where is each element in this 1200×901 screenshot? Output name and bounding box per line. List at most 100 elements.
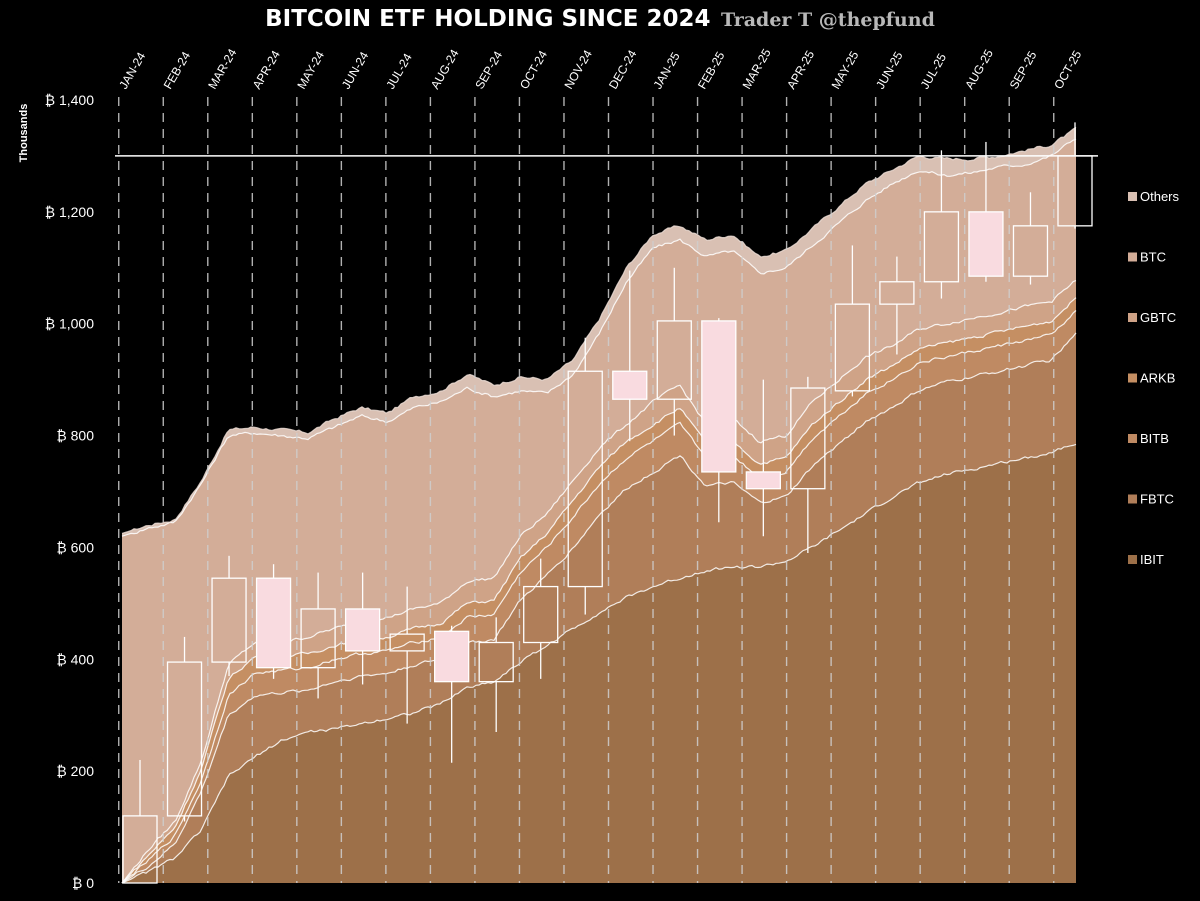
- x-tick-label-jun-24: JUN-24: [339, 49, 372, 92]
- candle-body: [567, 370, 603, 588]
- x-tick-label-mar-25: MAR-25: [740, 46, 774, 91]
- candle-mar-24: [211, 555, 247, 677]
- candle-body: [300, 608, 336, 669]
- candle-jun-25: [879, 256, 915, 355]
- area-layer: [122, 127, 1076, 884]
- candle-body: [879, 281, 915, 305]
- candle-apr-24: [255, 564, 292, 679]
- candle-aug-25: [968, 141, 1004, 282]
- x-tick-label-jun-25: JUN-25: [873, 49, 906, 92]
- legend-label: BTC: [1140, 250, 1166, 265]
- candle-jul-24: [389, 586, 425, 724]
- y-tick-label: ₿ 400: [56, 651, 94, 667]
- candle-body: [166, 661, 203, 817]
- x-tick-label-sep-24: SEP-24: [472, 48, 505, 91]
- legend: Others BTC GBTC ARKB BITB FBTC IBIT: [1128, 189, 1180, 567]
- legend-swatch: [1128, 434, 1137, 443]
- candle-oct-24: [523, 558, 559, 679]
- legend-item-gbtc: GBTC: [1128, 310, 1176, 325]
- x-tick-label-feb-25: FEB-25: [695, 49, 728, 92]
- y-tick-label: ₿ 1,000: [45, 316, 95, 332]
- candle-body: [434, 630, 470, 683]
- x-tick-label-jul-24: JUL-24: [383, 51, 415, 92]
- legend-label: FBTC: [1140, 492, 1174, 507]
- candle-body: [701, 320, 737, 473]
- candle-aug-24: [434, 625, 470, 763]
- x-tick-label-oct-25: OCT-25: [1051, 48, 1084, 92]
- x-tick-label-jan-24: JAN-24: [116, 50, 148, 92]
- legend-item-ibit: IBIT: [1128, 552, 1164, 567]
- legend-item-arkb: ARKB: [1128, 371, 1175, 386]
- candle-dec-24: [612, 270, 648, 442]
- candle-sep-24: [478, 617, 514, 732]
- boundary-line-outer: [121, 126, 1077, 534]
- legend-item-bitb: BITB: [1128, 431, 1169, 446]
- candle-mar-25: [745, 379, 781, 537]
- candle-sep-25: [1012, 192, 1049, 285]
- month-gridlines: [118, 97, 1055, 883]
- y-tick-label: ₿ 800: [56, 428, 94, 444]
- x-axis: JAN-24 FEB-24 MAR-24 APR-24 MAY-24 JUN-24 JUL-…: [116, 46, 1084, 91]
- y-tick-label: ₿ 0: [72, 875, 94, 891]
- candle-body: [612, 370, 648, 400]
- candle-body: [389, 633, 425, 652]
- candle-body: [968, 211, 1004, 277]
- candle-jun-24: [344, 572, 381, 685]
- candle-nov-24: [567, 337, 603, 615]
- candle-body: [923, 211, 960, 283]
- legend-swatch: [1128, 555, 1137, 564]
- y-tick-label: ₿ 1,200: [45, 204, 95, 220]
- x-tick-label-aug-24: AUG-24: [428, 47, 462, 92]
- legend-swatch: [1128, 192, 1137, 201]
- legend-label: BITB: [1140, 431, 1169, 446]
- candle-jan-25: [656, 267, 692, 436]
- x-tick-label-jan-25: JAN-25: [650, 50, 682, 92]
- candle-body: [344, 608, 381, 652]
- x-tick-label-oct-24: OCT-24: [517, 48, 550, 92]
- boundary-line-btc: [121, 138, 1077, 537]
- x-tick-label-may-25: MAY-25: [829, 48, 862, 91]
- x-tick-label-aug-25: AUG-25: [962, 47, 996, 92]
- candlestick-layer: [122, 122, 1093, 884]
- candle-body: [834, 303, 871, 392]
- legend-swatch: [1128, 252, 1137, 262]
- chart-header: BITCOIN ETF HOLDING SINCE 2024 Trader T …: [0, 6, 1200, 32]
- candle-may-24: [300, 572, 336, 699]
- candle-body: [656, 320, 692, 400]
- legend-swatch: [1128, 494, 1137, 504]
- candle-body: [211, 577, 247, 663]
- area-ibit: [122, 444, 1076, 883]
- candle-body: [1012, 225, 1049, 277]
- x-tick-label-apr-25: APR-25: [784, 48, 817, 92]
- x-tick-label-sep-25: SEP-25: [1007, 48, 1040, 91]
- candle-body: [122, 815, 158, 884]
- candle-oct-25: [1057, 122, 1093, 229]
- candle-jan-24: [122, 759, 158, 884]
- x-tick-label-jul-25: JUL-25: [918, 51, 950, 92]
- candle-body: [478, 641, 514, 683]
- legend-item-fbtc: FBTC: [1128, 492, 1174, 507]
- x-tick-label-apr-24: APR-24: [250, 48, 283, 92]
- candle-feb-24: [166, 636, 203, 822]
- x-tick-label-nov-24: NOV-24: [561, 47, 595, 91]
- candle-feb-25: [701, 318, 737, 523]
- x-tick-label-dec-24: DEC-24: [606, 47, 640, 91]
- x-tick-label-may-24: MAY-24: [294, 48, 327, 91]
- candle-body: [523, 585, 559, 644]
- y-tick-label: ₿ 200: [56, 763, 94, 779]
- legend-item-others: Others: [1128, 189, 1180, 204]
- legend-item-btc: BTC: [1128, 250, 1166, 265]
- y-axis: ₿ 0 ₿ 200 ₿ 400 ₿ 600 ₿ 800 ₿ 1,000 ₿ 1,200 ₿ 1…: [18, 92, 115, 891]
- x-tick-label-mar-24: MAR-24: [205, 46, 239, 91]
- chart-credit: Trader T @thepfund: [720, 9, 935, 31]
- x-tick-label-feb-24: FEB-24: [161, 49, 194, 92]
- legend-label: ARKB: [1140, 371, 1175, 386]
- y-tick-label: ₿ 1,400: [45, 92, 95, 108]
- legend-swatch: [1128, 373, 1137, 383]
- boundary-line-bitb: [121, 310, 1077, 884]
- candle-body: [255, 577, 292, 669]
- candle-may-25: [834, 245, 871, 397]
- legend-swatch: [1128, 313, 1137, 322]
- y-tick-label: ₿ 600: [56, 539, 94, 555]
